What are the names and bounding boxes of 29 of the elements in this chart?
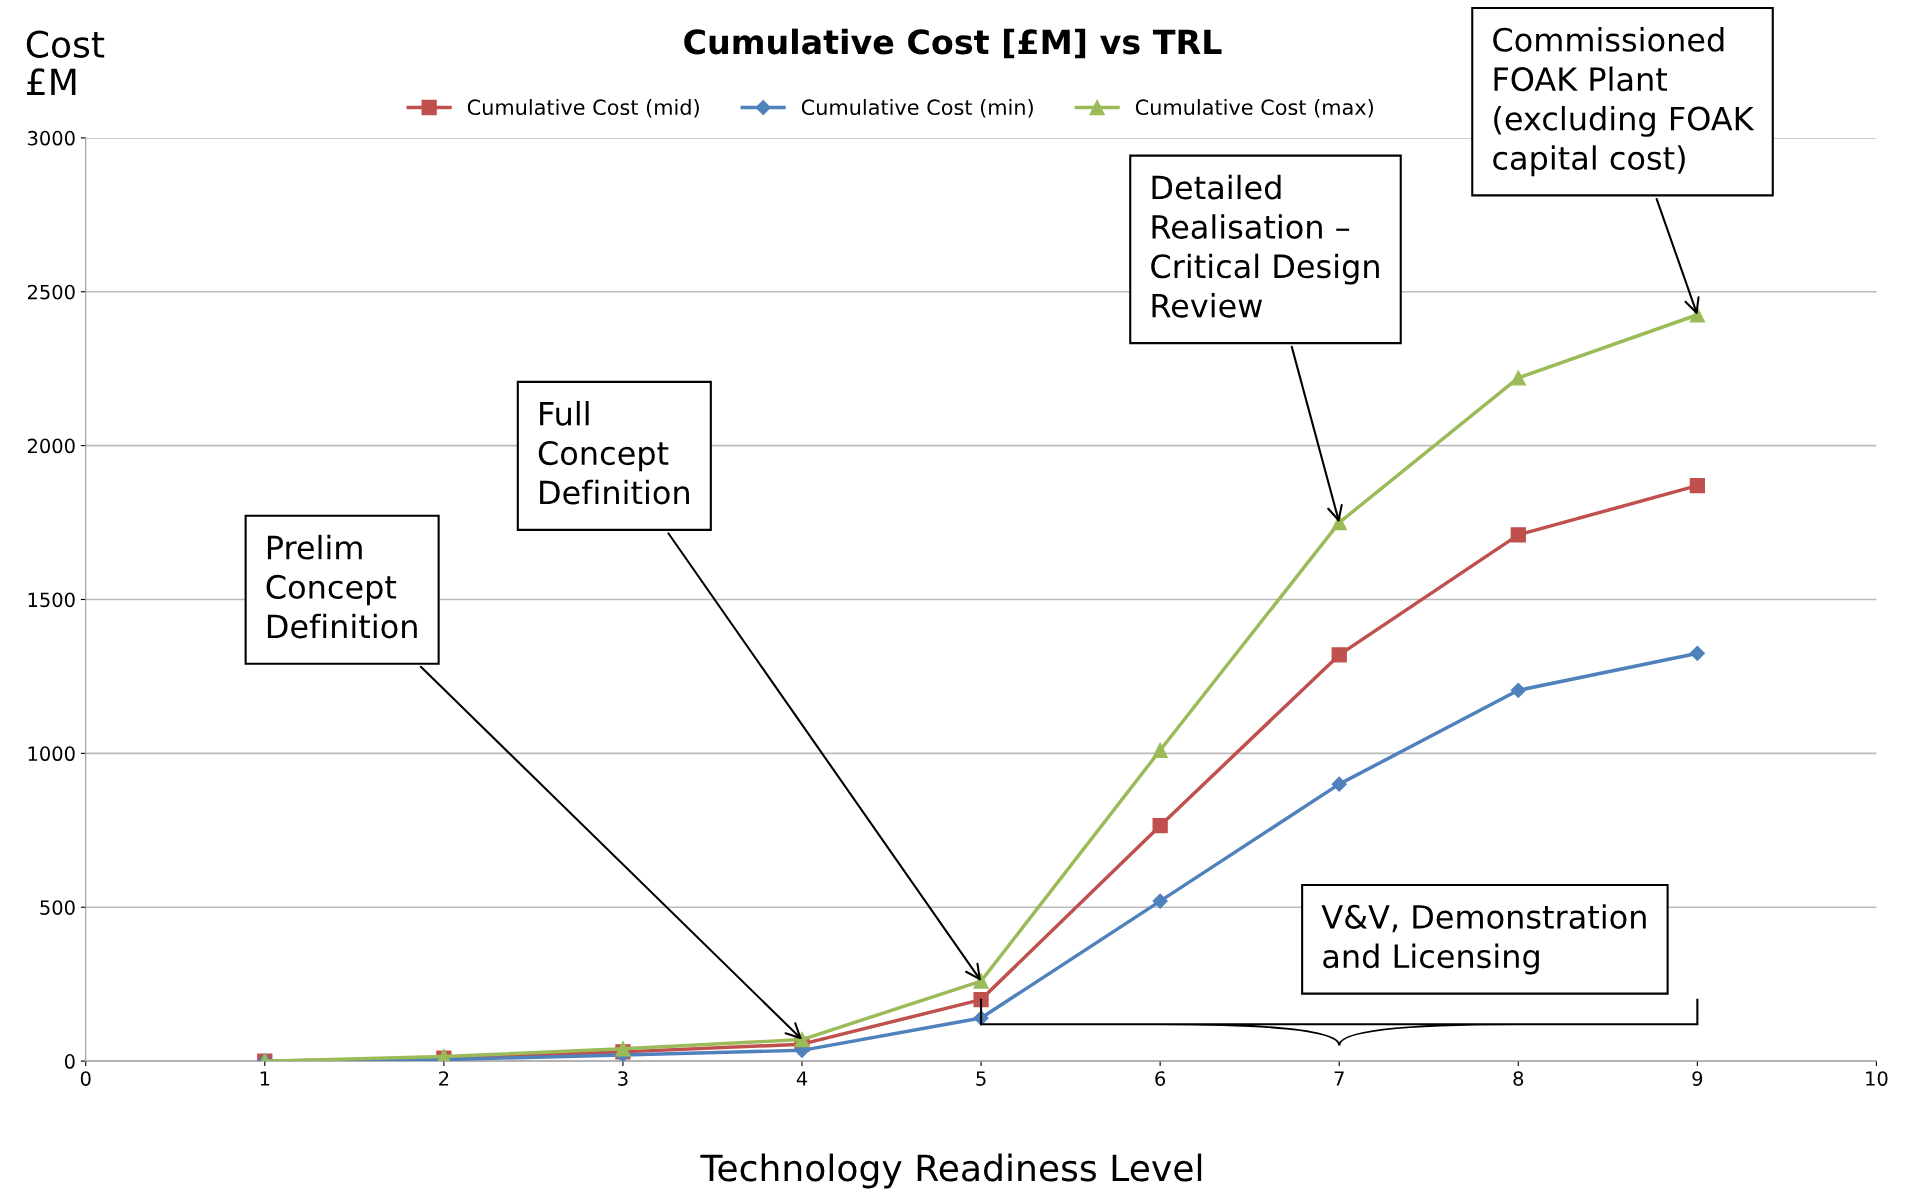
- legend-label: Cumulative Cost (mid): [467, 98, 699, 118]
- y-tick-label: 0: [64, 1054, 75, 1069]
- y-tick-label: 2500: [27, 284, 75, 300]
- x-tick-label: 10: [1866, 1071, 1888, 1086]
- y-tick-label: 1500: [28, 592, 75, 608]
- x-tick-label: 2: [439, 1071, 449, 1086]
- y-tick-label: 1000: [28, 746, 75, 762]
- y-axis-title: Cost £M: [26, 30, 105, 96]
- x-tick-label: 1: [260, 1071, 270, 1086]
- annotation: Detailed Realisation – Critical Design Review: [1151, 174, 1379, 318]
- x-axis-title: Technology Readiness Level: [700, 1153, 1202, 1189]
- annotation: Commissioned FOAK Plant (excluding FOAK capital cost): [1493, 27, 1755, 177]
- x-tick-label: 9: [1692, 1071, 1703, 1086]
- annotation: Prelim Concept Definition: [266, 534, 417, 639]
- legend-label: Cumulative Cost (min): [801, 98, 1033, 118]
- y-tick-label: 2000: [27, 438, 75, 454]
- x-tick-label: 7: [1334, 1071, 1344, 1086]
- chart-title: Cumulative Cost [£M] vs TRL: [684, 28, 1222, 59]
- x-tick-label: 0: [80, 1071, 91, 1086]
- legend-label: Cumulative Cost (max): [1135, 98, 1373, 118]
- x-tick-label: 8: [1513, 1071, 1524, 1086]
- y-tick-label: 3000: [28, 130, 75, 146]
- x-tick-label: 3: [618, 1071, 628, 1086]
- annotation: Full Concept Definition: [538, 401, 689, 505]
- x-tick-label: 5: [976, 1071, 986, 1086]
- annotation: V&V, Demonstration and Licensing: [1321, 904, 1646, 975]
- x-tick-label: 4: [796, 1071, 808, 1086]
- y-tick-label: 500: [40, 900, 75, 915]
- x-tick-label: 6: [1155, 1071, 1166, 1086]
